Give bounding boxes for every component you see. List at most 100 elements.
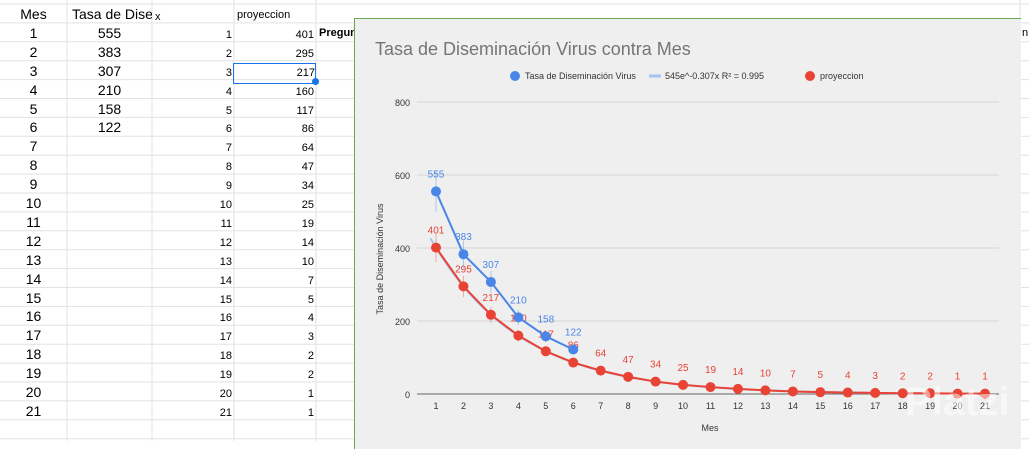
- cell-proyeccion[interactable]: 401: [295, 28, 314, 41]
- data-point: [485, 309, 496, 320]
- cell-x[interactable]: 11: [220, 217, 232, 230]
- data-label: 307: [483, 260, 500, 271]
- cell-mes[interactable]: 13: [25, 251, 42, 268]
- cell-mes[interactable]: 10: [25, 195, 42, 211]
- x-tick-label: 21: [980, 401, 990, 411]
- cell-mes[interactable]: 9: [29, 176, 38, 193]
- cell-x[interactable]: 12: [219, 236, 232, 249]
- cell-pregunta[interactable]: Pregunta: [319, 26, 355, 39]
- x-tick-label: 7: [598, 401, 603, 411]
- cell-x[interactable]: 20: [219, 388, 232, 400]
- cell-mes[interactable]: 15: [25, 289, 42, 306]
- cell-mes[interactable]: 3: [29, 62, 38, 79]
- cell-mes[interactable]: 21: [25, 402, 42, 419]
- cell-proyeccion[interactable]: 217: [233, 62, 316, 84]
- cell-mes[interactable]: 6: [29, 119, 38, 136]
- header-mes[interactable]: Mes: [20, 6, 47, 22]
- legend-label: proyeccion: [820, 71, 864, 81]
- cell-x[interactable]: 6: [225, 123, 232, 136]
- cell-x[interactable]: 4: [225, 85, 232, 98]
- data-label: 1: [955, 372, 961, 383]
- cell-mes[interactable]: 17: [25, 327, 42, 344]
- cell-x[interactable]: 5: [225, 104, 232, 117]
- cell-proyeccion[interactable]: 295: [295, 47, 314, 60]
- cell-x[interactable]: 17: [219, 331, 232, 344]
- cell-x[interactable]: 21: [219, 406, 232, 419]
- cell-tasa[interactable]: 307: [97, 62, 122, 79]
- cell-mes[interactable]: 2: [29, 43, 38, 60]
- cell-mes[interactable]: 19: [25, 365, 42, 382]
- cell-x[interactable]: 16: [219, 312, 232, 325]
- x-tick-label: 17: [870, 401, 880, 411]
- header-proyeccion[interactable]: proyeccion: [237, 9, 291, 21]
- cell-mes[interactable]: 18: [25, 346, 42, 363]
- cell-proyeccion[interactable]: 3: [307, 331, 314, 344]
- cell-proyeccion[interactable]: 1: [307, 388, 314, 400]
- cell-x[interactable]: 2: [225, 47, 232, 60]
- data-point: [568, 344, 579, 355]
- data-point: [513, 330, 524, 341]
- data-label: 2: [927, 371, 933, 382]
- cell-mes[interactable]: 8: [29, 157, 38, 174]
- cell-x[interactable]: 1: [225, 28, 232, 41]
- cell-proyeccion[interactable]: 7: [307, 274, 314, 287]
- cell-proyeccion[interactable]: 2: [307, 350, 314, 363]
- cell-proyeccion[interactable]: 86: [301, 123, 314, 136]
- cell-x[interactable]: 8: [225, 161, 232, 174]
- cell-tasa[interactable]: 555: [97, 24, 122, 41]
- cell-mes[interactable]: 5: [29, 100, 38, 117]
- series-line: [435, 191, 574, 351]
- cell-proyeccion[interactable]: 10: [301, 255, 314, 268]
- cell-proyeccion[interactable]: 14: [301, 236, 314, 249]
- cell-tasa[interactable]: 158: [97, 100, 122, 117]
- fill-handle[interactable]: [312, 77, 319, 85]
- x-tick-label: 3: [488, 401, 493, 411]
- data-label: 7: [790, 369, 796, 380]
- cell-proyeccion[interactable]: 4: [307, 312, 314, 325]
- cell-mes[interactable]: 16: [25, 308, 42, 325]
- cell-clipped[interactable]: n l: [1022, 26, 1029, 39]
- cell-proyeccion[interactable]: 2: [307, 369, 314, 382]
- cell-x[interactable]: 19: [219, 369, 232, 382]
- cell-tasa[interactable]: 122: [97, 119, 122, 136]
- cell-tasa[interactable]: 383: [97, 43, 122, 60]
- cell-proyeccion[interactable]: 25: [301, 199, 314, 211]
- data-label: 210: [510, 295, 527, 306]
- cell-x[interactable]: 18: [219, 350, 232, 363]
- data-point: [925, 388, 936, 399]
- data-label: 25: [677, 363, 689, 374]
- chart-panel[interactable]: Tasa de Diseminación Virus contra Mes 0 2…: [354, 18, 1021, 449]
- x-tick-label: 6: [571, 401, 576, 411]
- cell-tasa[interactable]: 210: [97, 81, 122, 98]
- legend-label: 545e^-0.307x R² = 0.995: [665, 71, 764, 81]
- cell-proyeccion[interactable]: 19: [301, 217, 314, 230]
- x-tick-label: 4: [516, 401, 521, 411]
- cell-proyeccion[interactable]: 64: [301, 142, 314, 155]
- cell-proyeccion[interactable]: 34: [301, 180, 314, 193]
- cell-x[interactable]: 9: [225, 180, 232, 193]
- cell-mes[interactable]: 14: [25, 270, 42, 287]
- cell-mes[interactable]: 7: [29, 138, 38, 155]
- cell-x[interactable]: 10: [219, 199, 232, 211]
- cell-proyeccion[interactable]: 117: [296, 104, 314, 117]
- cell-proyeccion[interactable]: 47: [301, 161, 314, 174]
- data-point: [513, 312, 524, 323]
- cell-x[interactable]: 13: [219, 255, 232, 268]
- cell-mes[interactable]: 11: [26, 213, 41, 230]
- cell-mes[interactable]: 1: [29, 24, 38, 41]
- header-tasa[interactable]: Tasa de Diseminación Virus: [72, 6, 152, 22]
- cell-mes[interactable]: 4: [29, 81, 38, 98]
- data-point: [540, 331, 551, 342]
- header-x[interactable]: x: [155, 11, 161, 23]
- cell-x[interactable]: 15: [219, 293, 232, 306]
- cell-proyeccion[interactable]: 160: [295, 85, 314, 98]
- cell-mes[interactable]: 20: [25, 384, 42, 400]
- platzi-watermark: Platzi: [905, 380, 1010, 424]
- cell-mes[interactable]: 12: [25, 232, 42, 249]
- cell-x[interactable]: 7: [225, 142, 232, 155]
- data-label: 555: [428, 169, 445, 180]
- cell-proyeccion[interactable]: 1: [307, 406, 314, 419]
- cell-x[interactable]: 14: [219, 274, 232, 287]
- cell-x[interactable]: 3: [225, 66, 232, 79]
- cell-proyeccion[interactable]: 5: [307, 293, 314, 306]
